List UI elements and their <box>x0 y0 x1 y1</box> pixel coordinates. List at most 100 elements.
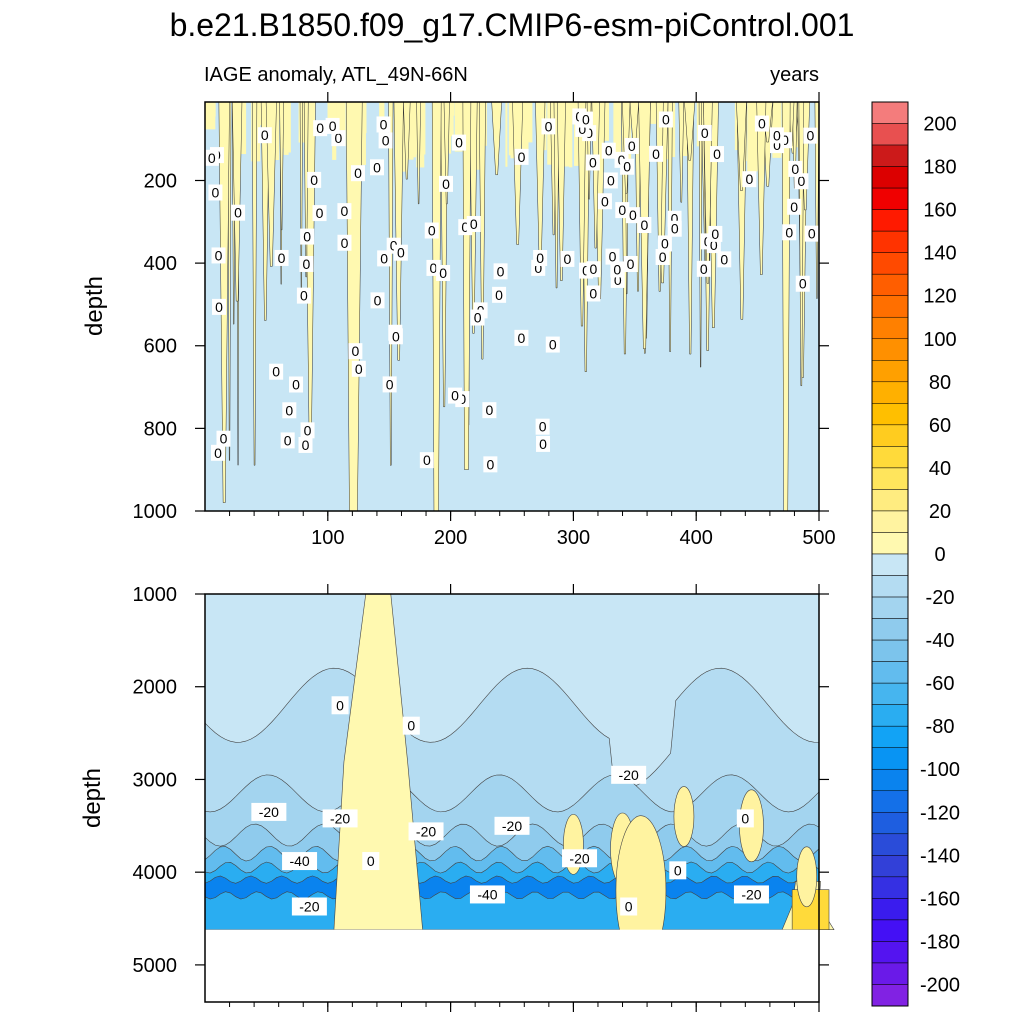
colorbar-label: 60 <box>929 415 951 437</box>
contour-label: 0 <box>534 260 542 276</box>
contour-label-box <box>578 111 593 128</box>
contour-label: 0 <box>461 219 469 235</box>
colorbar-cell <box>871 639 909 662</box>
contour-label: 0 <box>329 118 337 134</box>
contour-label: 0 <box>316 205 324 221</box>
contour-label: 0 <box>215 247 223 263</box>
contour-label: 0 <box>423 452 431 468</box>
contour-label: 0 <box>607 172 615 188</box>
colorbar-label: -100 <box>920 759 960 781</box>
y-tick-label: 200 <box>144 170 177 192</box>
contour-label-box <box>322 809 358 828</box>
contour-label-box <box>448 387 463 404</box>
positive-streak <box>521 102 529 154</box>
contour-label-box <box>536 435 551 452</box>
colorbar-cell <box>871 209 909 232</box>
contour-label-box <box>787 198 802 215</box>
colorbar-label: 0 <box>934 544 945 566</box>
contour-label-box <box>280 432 295 449</box>
contour-label: 0 <box>563 251 571 267</box>
contour-label: 0 <box>613 261 621 277</box>
contour-label-box <box>620 158 635 175</box>
contour-label: 0 <box>336 697 344 713</box>
contour-label-box <box>697 124 712 141</box>
contour-label-box <box>436 265 451 282</box>
contour-label: 0 <box>470 216 478 232</box>
positive-streak <box>205 102 214 126</box>
contour-label-box <box>377 250 392 267</box>
contour-label-box <box>424 222 439 239</box>
contour-label-box <box>289 376 304 393</box>
colorbar-label: 180 <box>923 157 956 179</box>
contour-label: 0 <box>713 146 721 162</box>
contour-label: 0 <box>701 125 709 141</box>
contour-label: 0 <box>373 159 381 175</box>
colorbar-label: 40 <box>929 458 951 480</box>
contour-label-box <box>514 329 529 346</box>
contour-label: 0 <box>539 436 547 452</box>
positive-streak <box>448 102 452 154</box>
contour-label-box <box>754 115 769 132</box>
contour-label: 0 <box>451 388 459 404</box>
positive-streak <box>407 102 414 160</box>
x-tick-label: 200 <box>434 527 467 549</box>
contour-label-box <box>300 228 315 245</box>
contour-label: 0 <box>790 199 798 215</box>
contour-label: 0 <box>302 437 310 453</box>
contour-label-box <box>541 118 556 135</box>
y-tick-label: 800 <box>144 418 177 440</box>
contour-label: 0 <box>474 310 482 326</box>
contour-label: 0 <box>799 276 807 292</box>
contour-label-box <box>586 285 601 302</box>
colorbar-cell <box>871 682 909 705</box>
contour-label-box <box>483 456 498 473</box>
positive-streak <box>505 102 508 167</box>
bottom-panel-frame <box>204 593 820 1003</box>
contour-label-box <box>605 248 620 265</box>
y-tick-label: 5000 <box>133 955 178 977</box>
colorbar-label: -40 <box>926 630 955 652</box>
contour-label: 0 <box>808 226 816 242</box>
colorbar-cell <box>871 123 909 146</box>
positive-streak <box>508 102 516 156</box>
colorbar-cell <box>871 360 909 383</box>
contour-label-box <box>269 363 284 380</box>
contour-label-box <box>300 422 315 439</box>
contour-label: 0 <box>585 125 593 141</box>
colorbar-cell <box>871 403 909 426</box>
contour-label-box <box>313 120 328 137</box>
colorbar-label: 160 <box>923 200 956 222</box>
contour-label: 0 <box>741 810 749 826</box>
contour-label: 0 <box>578 121 586 137</box>
contour-label: -20 <box>741 886 761 902</box>
colorbar-label: 20 <box>929 501 951 523</box>
contour-label: 0 <box>589 155 597 171</box>
contour-label: 0 <box>354 165 362 181</box>
contour-label-box <box>351 360 366 377</box>
colorbar-cell <box>871 768 909 792</box>
contour-label: 0 <box>397 245 405 261</box>
contour-label-box <box>348 343 363 360</box>
contour-label-box <box>337 234 352 251</box>
contour-label: 0 <box>758 116 766 132</box>
contour-label-box <box>795 275 810 292</box>
y-tick-label: 400 <box>144 253 177 275</box>
contour-label: -20 <box>330 810 350 826</box>
colorbar-label: -200 <box>920 974 960 996</box>
contour-label-box <box>696 260 711 277</box>
contour-label: 0 <box>386 376 394 392</box>
colorbar-cell <box>871 273 909 296</box>
contour-label-box <box>331 696 349 715</box>
contour-label: -20 <box>569 850 589 866</box>
contour-label: 0 <box>428 223 436 239</box>
contour-label-box <box>493 263 508 280</box>
contour-label: 0 <box>374 292 382 308</box>
contour-label: 0 <box>582 263 590 279</box>
colorbar-cell <box>871 230 909 253</box>
contour-label-box <box>655 248 670 265</box>
contour-label-box <box>667 220 682 237</box>
x-tick-label: 500 <box>802 527 835 549</box>
contour-label: -20 <box>416 823 436 839</box>
contour-label-box <box>736 809 754 828</box>
